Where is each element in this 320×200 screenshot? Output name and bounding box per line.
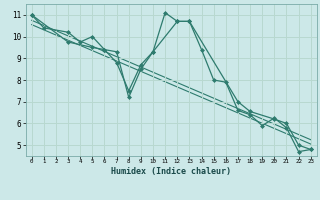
- X-axis label: Humidex (Indice chaleur): Humidex (Indice chaleur): [111, 167, 231, 176]
